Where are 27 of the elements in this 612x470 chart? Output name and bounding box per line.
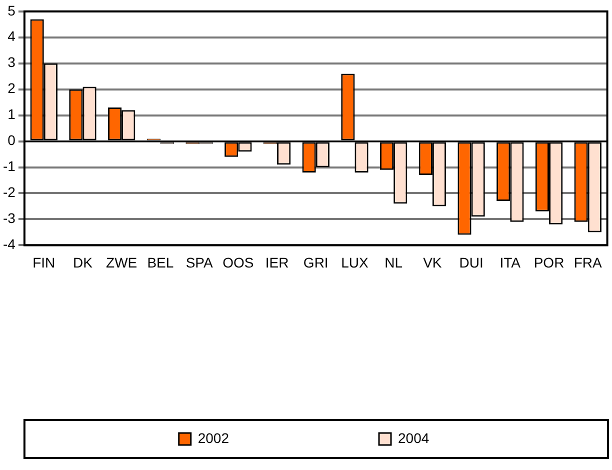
x-tick-label: DUI xyxy=(459,254,484,270)
x-tick-label: IER xyxy=(265,254,289,270)
legend-label: 2004 xyxy=(398,430,430,446)
y-tick-label: 2 xyxy=(8,80,16,96)
x-tick-label: SPA xyxy=(186,254,214,270)
x-tick-label: ZWE xyxy=(106,254,138,270)
y-tick-label: -3 xyxy=(2,210,16,226)
y-tick-label: -1 xyxy=(2,158,16,174)
y-tick-label: 5 xyxy=(8,2,16,18)
x-tick-label: LUX xyxy=(341,254,370,270)
x-tick-label: ITA xyxy=(500,254,522,270)
x-tick-label: POR xyxy=(534,254,564,270)
x-tick-label: GRI xyxy=(303,254,328,270)
legend-label: 2002 xyxy=(198,430,230,446)
y-tick-label: 3 xyxy=(8,54,16,70)
x-tick-label: OOS xyxy=(222,254,254,270)
x-tick-label: FRA xyxy=(574,254,603,270)
y-tick-label: 4 xyxy=(8,28,16,44)
y-tick-label: 0 xyxy=(8,132,16,148)
x-tick-label: VK xyxy=(423,254,442,270)
x-tick-label: NL xyxy=(384,254,403,270)
x-tick-label: FIN xyxy=(32,254,56,270)
y-tick-label: 1 xyxy=(8,106,16,122)
x-tick-label: BEL xyxy=(147,254,174,270)
y-tick-label: -4 xyxy=(2,236,16,252)
y-tick-label: -2 xyxy=(2,184,16,200)
x-tick-label: DK xyxy=(73,254,94,270)
